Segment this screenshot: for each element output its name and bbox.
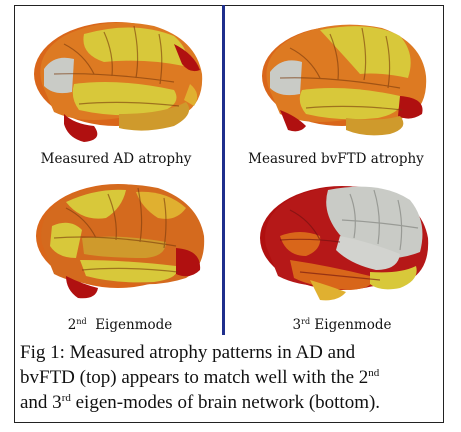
brain-eigenmode2-image [36,184,205,299]
label-eigenmode2-num: 2 [67,317,77,333]
panel-divider [222,5,225,335]
brain-ad-image [34,22,203,142]
figure-caption: Fig 1: Measured atrophy patterns in AD a… [20,340,435,415]
label-ad: Measured AD atrophy [40,151,192,167]
label-eigenmode3-num: 3 [292,317,302,333]
caption-line-2-sup: nd [368,367,380,379]
caption-line-3-start: and 3 [20,392,62,413]
label-eigenmode3-sup: rd [301,317,311,326]
label-eigenmode3: 3rd Eigenmode [252,317,432,333]
caption-line-3-sup: rd [61,392,71,404]
brain-bvftd-image [262,24,427,136]
caption-line-1: Fig 1: Measured atrophy patterns in AD a… [20,342,356,363]
label-eigenmode3-text: Eigenmode [314,317,392,333]
caption-line-2: bvFTD (top) appears to match well with t… [20,365,435,390]
caption-line-3-end: eigen-modes of brain network (bottom). [70,392,381,413]
brain-eigenmode3-image [260,186,429,301]
caption-line-3: and 3rd eigen-modes of brain network (bo… [20,390,435,415]
label-eigenmode2-text: Eigenmode [95,317,173,333]
label-eigenmode2-sup: nd [76,317,87,326]
caption-line-2-text: bvFTD (top) appears to match well with t… [20,367,369,388]
label-eigenmode2: 2nd Eigenmode [40,317,200,333]
label-bvftd: Measured bvFTD atrophy [248,151,424,167]
